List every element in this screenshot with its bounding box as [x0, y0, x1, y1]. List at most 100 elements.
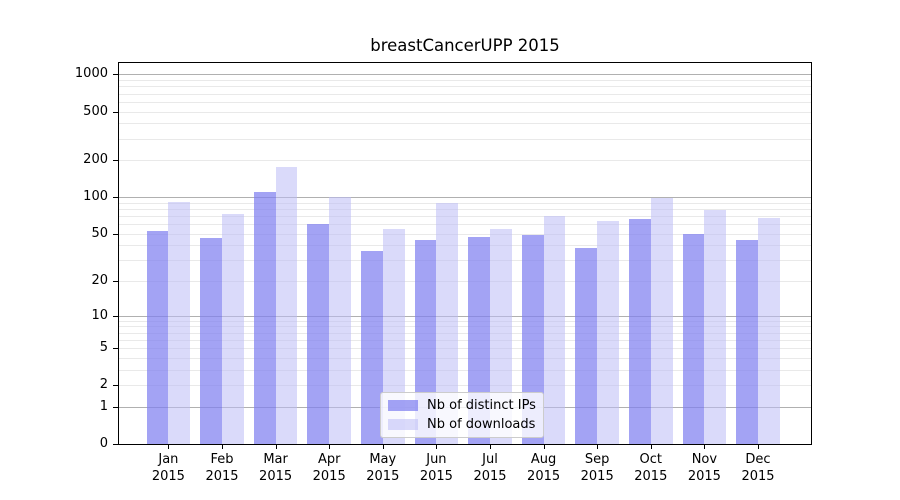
x-tick-label: Feb 2015: [205, 452, 239, 484]
x-tick-label: Jul 2015: [473, 452, 507, 484]
y-tick-mark: [113, 281, 118, 282]
bar-downloads: [704, 210, 727, 444]
y-tick-label: 20: [91, 273, 108, 289]
x-tick-mark: [704, 445, 705, 449]
minor-gridline: [119, 123, 811, 125]
x-tick-label: Dec 2015: [741, 452, 775, 484]
minor-gridline: [119, 111, 811, 113]
x-tick-mark: [329, 445, 330, 449]
x-tick-mark: [383, 445, 384, 449]
bar-distinct-ips: [682, 233, 705, 444]
bar-downloads: [597, 220, 619, 444]
minor-gridline: [119, 385, 811, 387]
x-tick-mark: [436, 445, 437, 449]
minor-gridline: [119, 208, 811, 210]
x-tick-label: Jan 2015: [151, 452, 185, 484]
y-tick-mark: [113, 444, 118, 445]
legend-item-downloads: Nb of downloads: [388, 417, 536, 432]
x-tick-mark: [597, 445, 598, 449]
y-tick-label: 200: [83, 152, 108, 168]
y-tick-mark: [113, 348, 118, 349]
minor-gridline: [119, 86, 811, 88]
plot-area: [118, 62, 812, 445]
y-tick-label: 10: [91, 307, 108, 323]
minor-gridline: [119, 320, 811, 322]
bar-downloads: [650, 197, 673, 444]
bar-downloads: [275, 167, 298, 444]
bar-downloads: [490, 228, 512, 444]
x-tick-mark: [490, 445, 491, 449]
x-tick-label: May 2015: [366, 452, 400, 484]
y-tick-label: 1: [99, 398, 108, 414]
minor-gridline: [119, 80, 811, 82]
x-tick-label: Apr 2015: [312, 452, 346, 484]
x-tick-label: Jun 2015: [419, 452, 453, 484]
minor-gridline: [119, 281, 811, 283]
minor-gridline: [119, 357, 811, 359]
x-tick-mark: [276, 445, 277, 449]
minor-gridline: [119, 216, 811, 218]
x-tick-mark: [651, 445, 652, 449]
y-tick-mark: [113, 112, 118, 113]
major-gridline: [119, 315, 811, 317]
minor-gridline: [119, 93, 811, 95]
minor-gridline: [119, 233, 811, 235]
minor-gridline: [119, 101, 811, 103]
y-tick-mark: [113, 385, 118, 386]
x-tick-mark: [222, 445, 223, 449]
gridlines-layer: [119, 63, 811, 444]
y-tick-label: 2: [99, 377, 108, 393]
legend-label-downloads: Nb of downloads: [427, 417, 536, 432]
minor-gridline: [119, 348, 811, 350]
bar-downloads: [222, 213, 244, 444]
bar-distinct-ips: [146, 230, 169, 444]
y-tick-mark: [113, 197, 118, 198]
y-tick-label: 1000: [74, 66, 108, 82]
legend-swatch-downloads: [388, 419, 418, 430]
minor-gridline: [119, 202, 811, 204]
y-tick-label: 5: [99, 340, 108, 356]
bar-distinct-ips: [307, 224, 330, 444]
minor-gridline: [119, 332, 811, 334]
y-tick-mark: [113, 74, 118, 75]
bars-layer: [119, 63, 811, 444]
bar-distinct-ips: [629, 219, 651, 444]
y-tick-mark: [113, 407, 118, 408]
bar-distinct-ips: [361, 250, 383, 444]
y-tick-mark: [113, 316, 118, 317]
y-tick-label: 500: [83, 103, 108, 119]
major-gridline: [119, 74, 811, 76]
x-tick-mark: [544, 445, 545, 449]
x-tick-mark: [758, 445, 759, 449]
y-tick-label: 50: [91, 225, 108, 241]
bar-distinct-ips: [736, 240, 758, 444]
x-tick-label: Aug 2015: [527, 452, 561, 484]
bar-downloads: [436, 203, 459, 444]
minor-gridline: [119, 369, 811, 371]
bar-downloads: [758, 218, 780, 444]
x-tick-label: Oct 2015: [634, 452, 668, 484]
legend-label-distinct-ips: Nb of distinct IPs: [427, 398, 536, 413]
bar-distinct-ips: [575, 248, 598, 444]
major-gridline: [119, 197, 811, 199]
x-tick-label: Sep 2015: [580, 452, 614, 484]
y-tick-label: 0: [99, 436, 108, 451]
y-tick-mark: [113, 234, 118, 235]
minor-gridline: [119, 245, 811, 247]
y-tick-mark: [113, 160, 118, 161]
x-tick-label: Nov 2015: [687, 452, 721, 484]
bar-distinct-ips: [253, 192, 276, 444]
legend-item-distinct-ips: Nb of distinct IPs: [388, 398, 536, 413]
legend-swatch-distinct-ips: [388, 400, 418, 411]
minor-gridline: [119, 326, 811, 328]
minor-gridline: [119, 339, 811, 341]
legend: Nb of distinct IPs Nb of downloads: [380, 392, 544, 438]
y-tick-label: 100: [83, 189, 108, 205]
bar-downloads: [543, 216, 566, 444]
minor-gridline: [119, 138, 811, 140]
bar-downloads: [168, 201, 191, 444]
minor-gridline: [119, 260, 811, 262]
chart-title: breastCancerUPP 2015: [370, 36, 560, 55]
minor-gridline: [119, 224, 811, 226]
